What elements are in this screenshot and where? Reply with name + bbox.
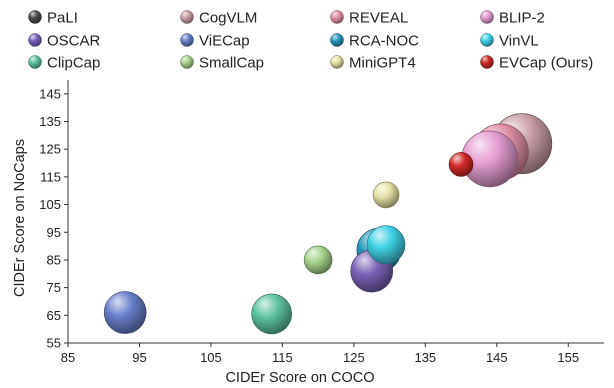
y-tick-label: 85	[47, 252, 61, 267]
legend-marker	[330, 33, 344, 47]
legend-label: PaLI	[47, 10, 78, 27]
x-tick-label: 85	[61, 350, 75, 365]
legend-marker	[480, 33, 494, 47]
x-tick-label: 135	[414, 350, 436, 365]
legend-marker	[330, 10, 344, 24]
x-tick-label: 95	[132, 350, 146, 365]
plot-area	[103, 113, 553, 335]
bubble-viecap	[103, 291, 147, 334]
legend-marker	[28, 33, 42, 47]
legend-marker	[180, 33, 194, 47]
y-axis-title: CIDEr Score on NoCaps	[12, 139, 28, 297]
legend-label: EVCap (Ours)	[499, 55, 593, 72]
legend-marker	[28, 10, 42, 24]
y-tick-label: 65	[47, 308, 61, 323]
y-tick-label: 125	[39, 142, 61, 157]
legend-label: REVEAL	[349, 10, 408, 27]
x-axis-title: CIDEr Score on COCO	[225, 370, 374, 386]
legend-label: CogVLM	[199, 10, 257, 27]
legend-marker	[480, 10, 494, 24]
x-tick-label: 115	[272, 350, 293, 365]
legend-label: MiniGPT4	[349, 55, 416, 72]
y-axis-ticks: 55 65 75 85 95 105 115 125 135 145	[39, 86, 68, 351]
legend-marker	[180, 55, 194, 69]
y-tick-label: 95	[47, 225, 61, 240]
y-tick-label: 135	[39, 114, 61, 129]
legend-label: SmallCap	[199, 55, 264, 72]
legend-label: RCA-NOC	[349, 33, 419, 50]
bubble-evcap-ours	[448, 152, 474, 177]
bubble-minigpt4	[372, 181, 400, 209]
x-tick-label: 145	[486, 350, 508, 365]
legend-marker	[480, 55, 494, 69]
legend-label: BLIP-2	[499, 10, 545, 27]
bubble-vinvl	[366, 225, 406, 265]
legend-label: OSCAR	[47, 33, 101, 50]
y-tick-label: 55	[47, 336, 61, 351]
legend-marker	[28, 55, 42, 69]
bubble-clipcap	[251, 293, 292, 335]
legend-marker	[330, 55, 344, 69]
y-tick-label: 75	[47, 280, 61, 295]
legend: PaLI CogVLM REVEAL BLIP-2 OSCAR ViECap RCA-NOC…	[28, 10, 593, 72]
y-tick-label: 105	[39, 197, 61, 212]
x-axis-ticks: 85 95 105 115 125 135 145 155	[61, 343, 579, 365]
y-tick-label: 115	[40, 169, 61, 184]
y-tick-label: 145	[39, 86, 61, 101]
legend-label: ViECap	[199, 33, 250, 50]
legend-marker	[180, 10, 194, 24]
x-tick-label: 105	[200, 350, 222, 365]
legend-label: VinVL	[499, 33, 539, 50]
x-tick-label: 125	[343, 350, 365, 365]
bubble-smallcap	[303, 245, 333, 275]
x-tick-label: 155	[557, 350, 579, 365]
axes	[67, 80, 604, 344]
legend-label: ClipCap	[47, 55, 100, 72]
